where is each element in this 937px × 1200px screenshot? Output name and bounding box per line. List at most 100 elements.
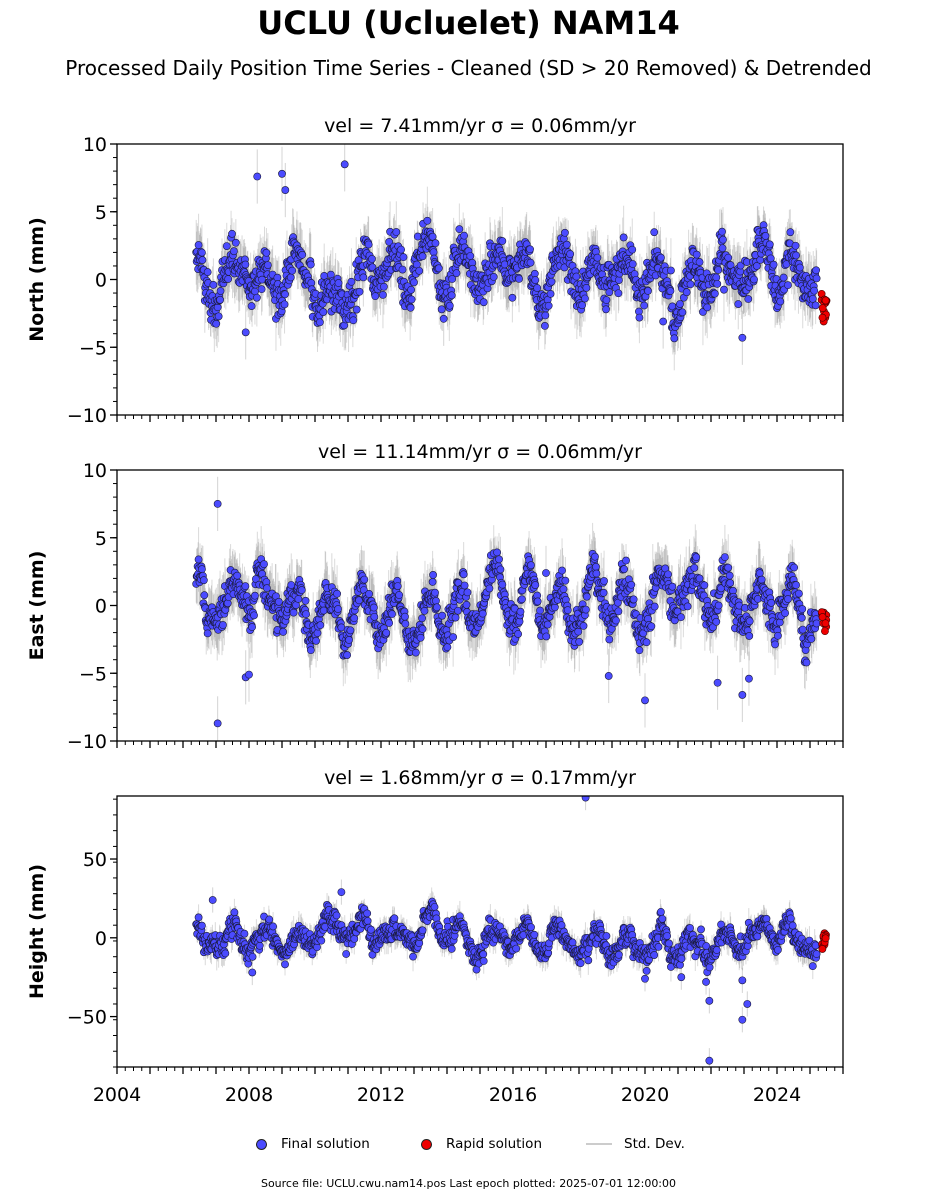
final-point bbox=[203, 268, 212, 276]
final-point bbox=[302, 610, 310, 619]
final-point bbox=[454, 606, 462, 615]
final-point bbox=[228, 229, 236, 238]
final-point bbox=[294, 595, 303, 603]
final-point bbox=[449, 633, 458, 642]
final-point bbox=[200, 591, 209, 600]
final-point bbox=[306, 260, 315, 269]
final-point bbox=[281, 290, 289, 299]
north-rapid-points bbox=[817, 289, 831, 326]
final-point bbox=[418, 614, 427, 623]
final-point bbox=[765, 240, 774, 249]
final-point bbox=[533, 597, 542, 606]
rapid-point bbox=[818, 313, 827, 322]
final-point bbox=[562, 240, 571, 249]
final-point bbox=[779, 273, 788, 282]
final-point bbox=[650, 228, 659, 237]
final-point bbox=[563, 606, 572, 615]
final-point bbox=[428, 578, 437, 586]
final-point bbox=[212, 319, 221, 328]
final-point bbox=[719, 235, 727, 244]
final-point bbox=[319, 606, 328, 615]
final-point bbox=[718, 244, 727, 253]
final-point bbox=[635, 313, 644, 322]
final-point bbox=[561, 576, 570, 585]
final-point bbox=[498, 580, 507, 589]
final-point bbox=[280, 300, 289, 309]
final-point bbox=[769, 260, 778, 269]
final-point bbox=[714, 266, 723, 274]
final-point bbox=[288, 266, 297, 275]
final-point bbox=[460, 581, 469, 590]
final-point bbox=[247, 302, 256, 310]
final-point bbox=[558, 566, 566, 575]
final-point bbox=[352, 305, 361, 314]
final-point bbox=[581, 294, 589, 303]
final-point bbox=[289, 608, 298, 617]
final-point bbox=[791, 241, 800, 250]
y-tick-label: 10 bbox=[83, 134, 107, 156]
final-point bbox=[443, 643, 452, 652]
final-point bbox=[194, 555, 203, 564]
final-point bbox=[364, 240, 373, 249]
final-point bbox=[612, 616, 620, 625]
final-point bbox=[434, 264, 443, 273]
final-point bbox=[724, 253, 733, 262]
final-point bbox=[429, 570, 437, 579]
final-point bbox=[439, 314, 448, 323]
final-point bbox=[298, 250, 307, 259]
final-point bbox=[433, 603, 441, 612]
final-point bbox=[349, 316, 358, 325]
final-point bbox=[385, 238, 394, 246]
final-point bbox=[579, 622, 588, 630]
final-point bbox=[720, 285, 728, 294]
final-point bbox=[369, 603, 378, 612]
final-point bbox=[808, 294, 817, 303]
final-point bbox=[498, 237, 507, 245]
final-point bbox=[230, 247, 238, 256]
final-point bbox=[776, 297, 785, 306]
final-point bbox=[248, 623, 256, 631]
final-point bbox=[214, 312, 223, 321]
final-point bbox=[703, 303, 712, 312]
final-point bbox=[263, 261, 272, 269]
panel-north: −10 −5 0 5 10 vel = 7.41mm/yr σ = 0.06mm/yr No… bbox=[26, 115, 844, 427]
final-point bbox=[695, 258, 704, 266]
final-point bbox=[279, 627, 288, 636]
final-point bbox=[346, 626, 355, 635]
final-point bbox=[593, 253, 602, 262]
final-point bbox=[407, 285, 416, 294]
y-tick-label: 0 bbox=[95, 270, 107, 292]
final-point bbox=[418, 252, 427, 261]
final-point bbox=[388, 610, 396, 618]
final-point bbox=[319, 308, 328, 316]
east-final-points bbox=[192, 499, 821, 728]
final-point bbox=[286, 273, 295, 282]
final-point bbox=[198, 256, 207, 264]
final-point bbox=[578, 301, 586, 310]
final-point bbox=[614, 607, 623, 616]
final-point bbox=[278, 169, 286, 178]
final-point bbox=[347, 277, 356, 286]
final-point bbox=[592, 562, 600, 571]
final-point bbox=[666, 287, 675, 295]
final-point bbox=[602, 305, 610, 314]
final-point bbox=[355, 287, 364, 296]
final-point bbox=[368, 263, 377, 272]
final-point bbox=[462, 600, 471, 609]
final-point bbox=[233, 571, 242, 580]
final-point bbox=[382, 628, 391, 637]
final-point bbox=[657, 253, 665, 262]
final-point bbox=[365, 589, 373, 598]
final-point bbox=[466, 252, 475, 260]
final-point bbox=[518, 595, 526, 604]
final-point bbox=[448, 275, 457, 283]
final-point bbox=[543, 620, 552, 629]
final-point bbox=[495, 555, 503, 564]
final-point bbox=[541, 311, 550, 320]
final-point bbox=[531, 276, 540, 284]
final-point bbox=[315, 318, 324, 327]
final-point bbox=[515, 274, 523, 283]
final-point bbox=[199, 576, 208, 585]
rapid-point bbox=[818, 304, 827, 313]
